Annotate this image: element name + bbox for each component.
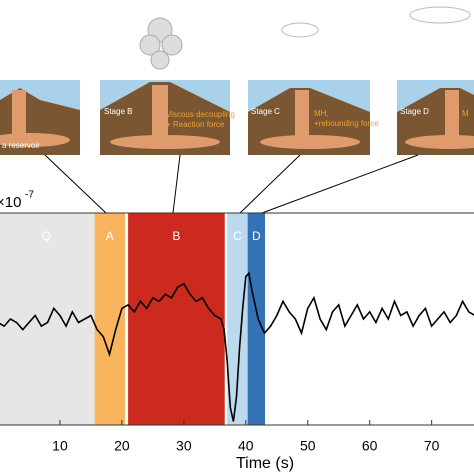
panel-text: M <box>462 109 469 118</box>
axes-frame <box>0 212 474 426</box>
band-label: A <box>106 229 114 243</box>
x-tick-label: 70 <box>424 438 440 454</box>
panel-text: Stage C <box>251 107 280 116</box>
panel-text: MH, <box>314 109 329 118</box>
plume <box>139 17 183 70</box>
x-tick-label: 60 <box>362 438 378 454</box>
band <box>128 213 225 425</box>
band-label: D <box>252 229 261 243</box>
cloud <box>281 6 471 38</box>
panel-text: a reservoir <box>2 141 40 150</box>
panel-text: Stage B <box>104 107 132 116</box>
band-label: Q <box>42 229 51 243</box>
x-tick-label: 50 <box>300 438 316 454</box>
y-scale: ×10 <box>0 194 21 211</box>
band <box>247 213 265 425</box>
panel <box>100 80 230 155</box>
illustrations <box>0 6 474 214</box>
band-label: B <box>172 229 180 243</box>
panel <box>0 80 80 155</box>
band <box>0 213 95 425</box>
panel <box>248 80 370 155</box>
band <box>94 213 125 425</box>
x-tick-label: 30 <box>176 438 192 454</box>
panel-text: Stage D <box>400 107 429 116</box>
x-axis-label: Time (s) <box>236 455 294 472</box>
x-tick-label: 40 <box>238 438 254 454</box>
panel <box>397 80 474 155</box>
x-tick-label: 10 <box>52 438 68 454</box>
panel-text: +rebounding force <box>314 119 379 128</box>
panel-text: + Reaction force <box>166 120 225 129</box>
connectors <box>44 154 419 214</box>
panel-text: Viscous decoupling <box>166 110 235 119</box>
band-label: C <box>233 229 242 243</box>
y-scale-exp: -7 <box>25 190 34 201</box>
band <box>227 213 248 425</box>
line <box>0 271 474 422</box>
x-tick-label: 20 <box>114 438 130 454</box>
